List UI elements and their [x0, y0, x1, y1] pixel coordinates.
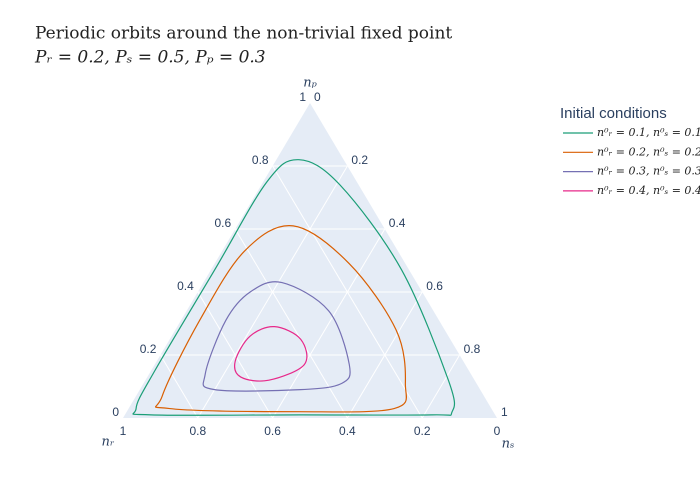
b-tick-label: 1	[120, 424, 127, 438]
grid-line	[421, 354, 461, 419]
grid-line	[346, 291, 423, 419]
b-tick-label: 0.2	[414, 424, 431, 438]
legend-label: n⁰ᵣ = 0.4, n⁰ₛ = 0.4	[597, 184, 700, 197]
legend-title: Initial conditions	[560, 105, 667, 122]
legend-label: n⁰ᵣ = 0.3, n⁰ₛ = 0.3	[597, 165, 700, 178]
legend-label: n⁰ᵣ = 0.2, n⁰ₛ = 0.2	[597, 145, 700, 158]
orbit-line	[155, 225, 407, 413]
a-tick-label: 1	[299, 90, 306, 104]
b-tick-label: 0	[494, 424, 501, 438]
orbit-line	[132, 159, 456, 416]
grid-line	[234, 228, 348, 419]
orbit-line	[202, 281, 351, 392]
c-tick-label: 0.8	[464, 342, 481, 356]
grid: 00.20.40.60.8100.20.40.60.8100.20.40.60.…	[112, 90, 508, 438]
a-tick-label: 0.6	[215, 216, 232, 230]
a-tick-label: 0	[112, 405, 119, 419]
c-tick-label: 0.2	[351, 153, 368, 167]
curves	[132, 159, 456, 416]
grid-line	[159, 354, 199, 419]
grid-line	[272, 228, 386, 419]
c-tick-label: 1	[501, 405, 508, 419]
c-tick-label: 0.6	[426, 279, 443, 293]
c-tick-label: 0	[314, 90, 321, 104]
b-tick-label: 0.4	[339, 424, 356, 438]
b-tick-label: 0.6	[264, 424, 281, 438]
a-tick-label: 0.2	[140, 342, 157, 356]
c-tick-label: 0.4	[389, 216, 406, 230]
ternary-background	[123, 103, 497, 418]
a-tick-label: 0.8	[252, 153, 269, 167]
c-axis-title: nₛ	[502, 437, 515, 452]
orbit-line	[234, 326, 308, 382]
chart-subtitle: Pᵣ = 0.2, Pₛ = 0.5, Pₚ = 0.3	[34, 48, 266, 68]
b-axis-title: nᵣ	[102, 435, 115, 450]
a-tick-label: 0.4	[177, 279, 194, 293]
b-tick-label: 0.8	[189, 424, 206, 438]
a-axis-title: nₚ	[303, 76, 317, 91]
chart-title: Periodic orbits around the non-trivial f…	[35, 24, 452, 44]
grid-line	[197, 165, 348, 419]
legend-label: n⁰ᵣ = 0.1, n⁰ₛ = 0.1	[597, 126, 700, 139]
legend: n⁰ᵣ = 0.1, n⁰ₛ = 0.1 n⁰ᵣ = 0.2, n⁰ₛ = 0.2…	[563, 126, 700, 197]
